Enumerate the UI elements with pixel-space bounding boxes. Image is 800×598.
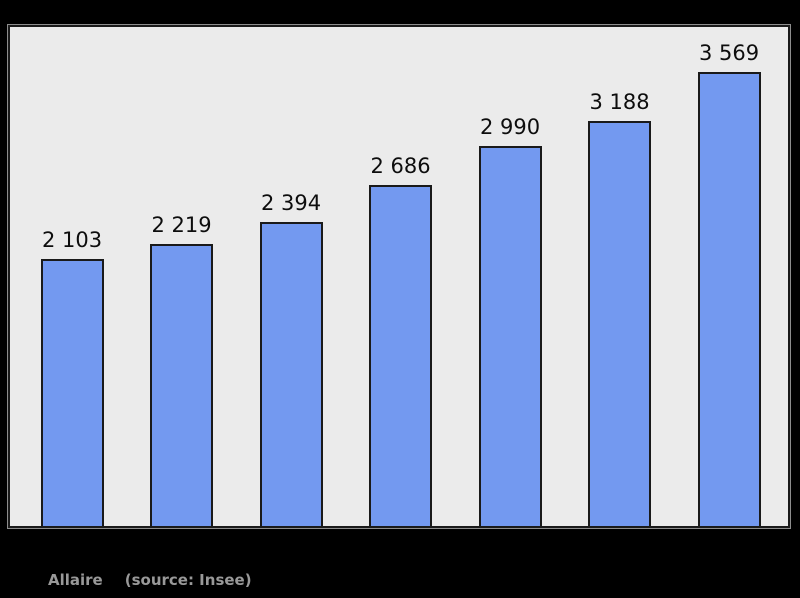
caption-place: Allaire xyxy=(48,571,103,589)
chart-caption: Allaire (source: Insee) xyxy=(48,571,252,589)
bar-value-label: 2 990 xyxy=(479,114,541,139)
bar xyxy=(150,244,213,526)
bar xyxy=(697,72,761,526)
bar-group: 2 686 xyxy=(369,27,432,526)
bar-value-label: 2 686 xyxy=(370,153,431,178)
caption-source: (source: Insee) xyxy=(124,571,252,589)
bar xyxy=(259,222,323,526)
bar-value-label: 3 188 xyxy=(589,89,650,114)
bar-value-label: 2 219 xyxy=(151,212,212,237)
bar-group: 2 394 xyxy=(259,27,323,526)
bar-value-label: 2 394 xyxy=(260,190,322,215)
bar-group: 2 103 xyxy=(40,27,104,526)
bar xyxy=(588,121,651,526)
bar xyxy=(40,259,104,526)
plot-area: 2 103 2 219 2 394 2 686 2 990 3 188 3 569 xyxy=(10,27,788,526)
bar-group: 3 188 xyxy=(588,27,651,526)
bar-value-label: 3 569 xyxy=(698,40,760,65)
bar-group: 2 219 xyxy=(150,27,213,526)
bar-group: 3 569 xyxy=(697,27,761,526)
chart-frame: 2 103 2 219 2 394 2 686 2 990 3 188 3 569 xyxy=(8,25,790,528)
bar-value-label: 2 103 xyxy=(41,227,103,252)
bar xyxy=(369,185,432,526)
bar xyxy=(478,146,542,526)
bar-group: 2 990 xyxy=(478,27,542,526)
